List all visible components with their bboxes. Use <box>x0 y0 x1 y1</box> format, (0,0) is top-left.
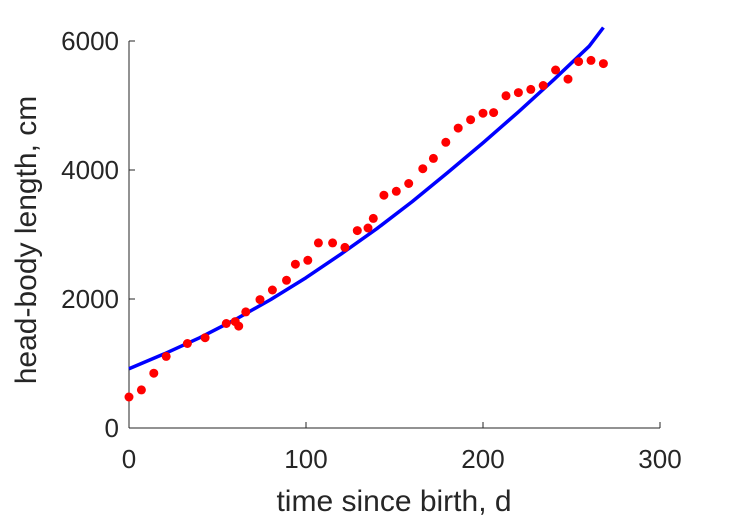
data-point <box>313 238 323 248</box>
data-point <box>200 333 210 343</box>
data-point <box>538 81 548 90</box>
data-point <box>124 392 134 402</box>
y-tick-label: 0 <box>105 413 119 443</box>
data-point <box>418 164 428 174</box>
data-point <box>489 108 499 118</box>
y-tick-label: 4000 <box>61 155 119 185</box>
fit-curve-layer <box>128 26 605 371</box>
y-axis-title: head-body length, cm <box>10 96 43 385</box>
data-points-layer <box>124 55 608 402</box>
data-point <box>574 57 584 67</box>
x-axis-title: time since birth, d <box>276 485 511 518</box>
data-point <box>255 295 265 305</box>
x-tick-label: 0 <box>122 444 136 474</box>
data-point <box>478 108 488 118</box>
data-point <box>598 59 608 69</box>
data-point <box>379 190 389 200</box>
x-tick-label: 100 <box>284 444 327 474</box>
data-point <box>368 213 378 223</box>
data-point <box>563 74 573 84</box>
data-point <box>328 238 338 248</box>
data-point <box>182 339 192 348</box>
fit-curve <box>128 26 605 371</box>
data-point <box>363 223 373 233</box>
data-point <box>221 319 231 328</box>
data-point <box>466 115 476 125</box>
data-point <box>404 179 414 188</box>
data-point <box>441 137 451 147</box>
data-point <box>149 368 159 378</box>
data-point <box>428 153 438 163</box>
data-point <box>513 88 523 98</box>
data-point <box>290 259 300 269</box>
x-tick-label: 300 <box>638 444 681 474</box>
x-tick-label: 200 <box>461 444 504 474</box>
data-point <box>161 351 171 361</box>
data-point <box>136 385 146 395</box>
data-point <box>234 321 244 331</box>
data-point <box>501 91 511 101</box>
axes: 0 100 200 300 0 2000 4000 6000 <box>61 26 682 474</box>
data-point <box>352 226 362 236</box>
data-point <box>282 275 291 285</box>
data-point <box>241 307 251 317</box>
data-point <box>526 84 536 94</box>
data-point <box>586 55 596 65</box>
data-point <box>453 123 463 133</box>
data-point <box>391 186 401 196</box>
data-point <box>267 285 277 295</box>
data-point <box>303 255 313 265</box>
y-tick-label: 6000 <box>61 26 119 56</box>
data-point <box>340 242 350 252</box>
data-point <box>551 65 561 75</box>
y-tick-label: 2000 <box>61 284 119 314</box>
